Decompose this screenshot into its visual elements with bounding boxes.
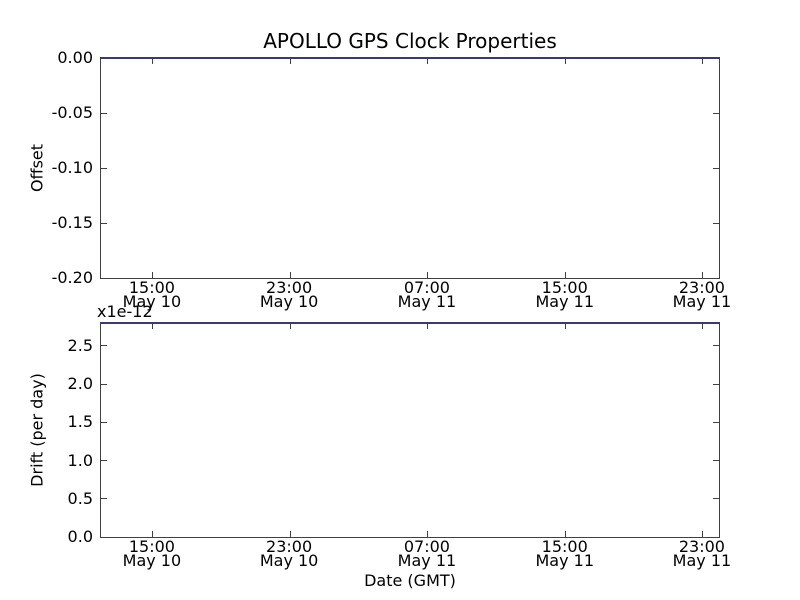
y-tick-mark: [713, 277, 719, 279]
y-tick-mark: [101, 536, 107, 538]
data-line-GPS-clock-offset: [100, 57, 720, 59]
y-tick-mark: [713, 383, 719, 385]
y-tick-mark: [713, 421, 719, 423]
x-tick-label: 23:00 May 10: [241, 537, 337, 570]
y-tick-label: 0.5: [67, 488, 93, 508]
x-tick-label-time: 23:00: [678, 537, 725, 556]
axes-drift-plot: [100, 322, 720, 538]
x-tick-mark: [427, 531, 429, 537]
y-axis-exponent-label: x1e-12: [97, 302, 153, 321]
x-tick-mark: [289, 58, 291, 64]
y-tick-mark: [713, 345, 719, 347]
x-tick-label-time: 15:00: [541, 537, 588, 556]
x-tick-mark: [565, 531, 567, 537]
y-tick-mark: [101, 222, 107, 224]
x-tick-label-time: 15:00: [128, 537, 175, 556]
y-tick-mark: [101, 345, 107, 347]
x-tick-mark: [427, 272, 429, 278]
x-tick-label: 15:00 May 11: [517, 537, 613, 570]
y-tick-label: 0.0: [67, 527, 93, 546]
y-tick-label: 1.5: [67, 412, 93, 432]
x-tick-mark: [427, 323, 429, 329]
x-tick-label-date: May 11: [672, 551, 732, 570]
y-tick-label: 2.5: [67, 335, 93, 355]
x-tick-mark: [427, 58, 429, 64]
x-tick-label-time: 07:00: [403, 537, 450, 556]
x-tick-mark: [702, 272, 704, 278]
x-tick-mark: [289, 272, 291, 278]
x-tick-label-time: 15:00: [541, 278, 588, 297]
y-tick-mark: [713, 536, 719, 538]
x-tick-label: 15:00 May 11: [517, 278, 613, 311]
x-tick-label-date: May 11: [397, 292, 457, 311]
x-tick-label-date: May 10: [259, 292, 319, 311]
y-tick-label: -0.10: [51, 158, 93, 177]
x-tick-label: 07:00 May 11: [379, 537, 475, 570]
y-tick-mark: [713, 222, 719, 224]
data-line-GPS-clock-drift: [100, 322, 720, 324]
x-tick-label-date: May 11: [535, 551, 594, 570]
y-tick-mark: [101, 167, 107, 169]
x-tick-label-time: 23:00: [678, 278, 725, 297]
x-axis-label-date: Date (GMT): [364, 571, 456, 590]
y-tick-mark: [713, 460, 719, 462]
x-tick-label-date: May 10: [259, 551, 319, 570]
x-tick-label-time: 23:00: [266, 537, 313, 556]
y-tick-mark: [101, 383, 107, 385]
x-tick-mark: [565, 323, 567, 329]
y-tick-label: 0.00: [57, 48, 93, 67]
x-tick-label: 23:00 May 11: [654, 537, 750, 570]
y-tick-label: 2.0: [67, 374, 93, 394]
x-tick-label-time: 23:00: [266, 278, 313, 297]
x-tick-mark: [702, 531, 704, 537]
y-tick-mark: [101, 277, 107, 279]
x-tick-mark: [152, 58, 154, 64]
y-tick-label: -0.05: [51, 103, 93, 122]
y-tick-mark: [101, 421, 107, 423]
x-tick-label-time: 07:00: [403, 278, 450, 297]
x-tick-label: 23:00 May 11: [654, 278, 750, 311]
y-tick-mark: [713, 112, 719, 114]
x-tick-mark: [152, 272, 154, 278]
y-tick-mark: [101, 112, 107, 114]
x-tick-mark: [702, 58, 704, 64]
y-tick-mark: [101, 460, 107, 462]
x-tick-label: 23:00 May 10: [241, 278, 337, 311]
axes-offset-plot: [100, 57, 720, 279]
x-tick-label-date: May 11: [397, 551, 457, 570]
x-tick-mark: [702, 323, 704, 329]
x-tick-mark: [152, 323, 154, 329]
y-tick-label: 1.0: [67, 450, 93, 470]
y-tick-mark: [713, 167, 719, 169]
y-tick-mark: [101, 498, 107, 500]
chart-title: APOLLO GPS Clock Properties: [263, 29, 557, 53]
y-tick-label: -0.15: [51, 213, 93, 232]
x-tick-label-date: May 11: [672, 292, 732, 311]
x-tick-mark: [289, 323, 291, 329]
x-tick-label-date: May 10: [122, 292, 182, 311]
x-tick-mark: [565, 272, 567, 278]
x-tick-label: 15:00 May 10: [104, 537, 200, 570]
x-tick-label: 07:00 May 11: [379, 278, 475, 311]
y-tick-mark: [713, 498, 719, 500]
x-tick-label-time: 15:00: [128, 278, 175, 297]
x-tick-label-date: May 10: [122, 551, 182, 570]
x-tick-label-date: May 11: [535, 292, 594, 311]
y-tick-label: -0.20: [51, 268, 93, 287]
x-tick-mark: [565, 58, 567, 64]
x-tick-label: 15:00 May 10: [104, 278, 200, 311]
x-tick-mark: [289, 531, 291, 537]
x-tick-mark: [152, 531, 154, 537]
